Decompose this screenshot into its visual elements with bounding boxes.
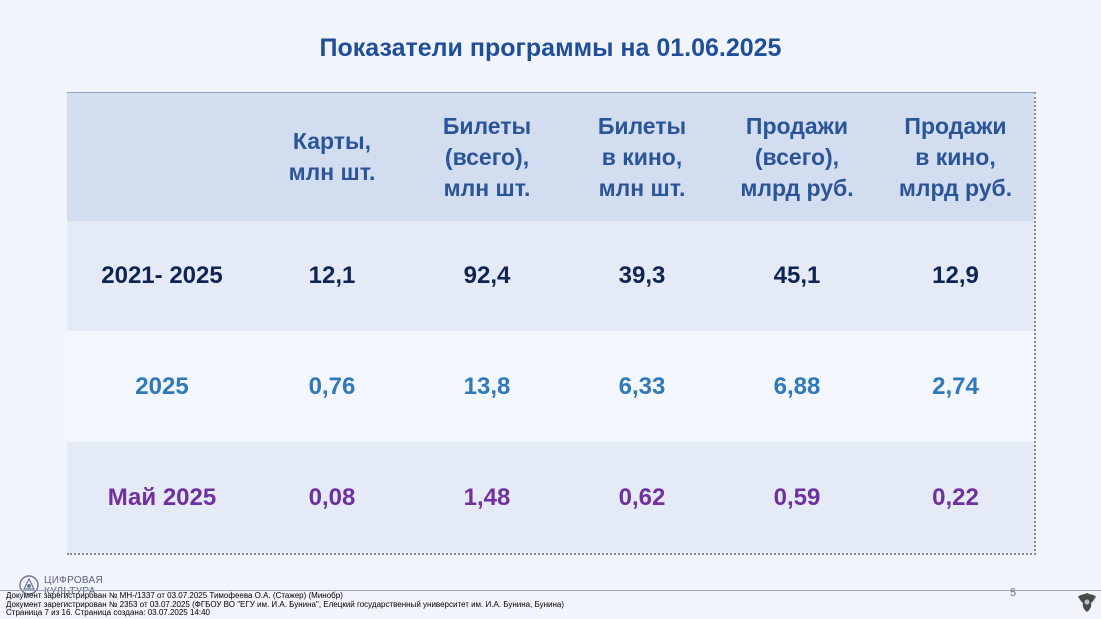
coat-of-arms-icon <box>1078 593 1096 612</box>
header-cell-cards: Карты, млн шт. <box>288 128 376 185</box>
header-cell-empty <box>67 93 257 221</box>
table-cell: 92,4 <box>463 262 511 289</box>
table-row: 2025 0,76 13,8 6,33 6,88 2,74 <box>67 331 1034 442</box>
table-cell: 0,62 <box>618 483 666 511</box>
table-cell: 0,59 <box>773 483 821 511</box>
logo-text-line1: ЦИФРОВАЯ <box>44 575 104 586</box>
digital-culture-logo-text: ЦИФРОВАЯ КУЛЬТУРА <box>44 575 103 597</box>
logo-text-line2: КУЛЬТУРА <box>44 586 96 597</box>
stamp-line: Документ зарегистрирован № МН-/1337 от 0… <box>6 591 343 600</box>
row-label: 2021- 2025 <box>101 262 223 289</box>
header-cell-tickets-total: Билеты (всего), млн шт. <box>442 112 532 201</box>
table-cell: 1,48 <box>463 483 511 511</box>
footer-divider <box>0 590 1101 591</box>
table-cell: 2,74 <box>932 372 979 400</box>
table-cell: 6,88 <box>773 372 821 400</box>
slide-title: Показатели программы на 01.06.2025 <box>319 34 782 62</box>
table-cell: 0,76 <box>308 372 356 400</box>
row-label: Май 2025 <box>107 483 217 511</box>
stamp-line: Страница 7 из 16. Страница создана: 03.0… <box>6 608 210 617</box>
table-row: 2021- 2025 12,1 92,4 39,3 45,1 12,9 <box>67 221 1034 331</box>
digital-culture-logo-icon <box>19 575 39 595</box>
table-cell: 39,3 <box>618 262 666 289</box>
header-cell-tickets-cinema: Билеты в кино, млн шт. <box>597 112 687 201</box>
header-cell-sales-cinema: Продажи в кино, млрд руб. <box>898 112 1013 201</box>
header-cell-sales-total: Продажи (всего), млрд руб. <box>740 112 854 201</box>
row-label: 2025 <box>135 372 189 400</box>
table-header-row: Карты, млн шт. Билеты (всего), млн шт. Б… <box>67 93 1034 221</box>
table-cell: 12,9 <box>932 262 979 289</box>
table-cell: 45,1 <box>773 262 821 289</box>
table-cell: 13,8 <box>463 372 511 400</box>
indicators-table: Карты, млн шт. Билеты (всего), млн шт. Б… <box>67 92 1036 555</box>
table-cell: 12,1 <box>308 262 356 289</box>
table-cell: 6,33 <box>618 372 666 400</box>
page-number: 5 <box>1010 587 1017 599</box>
table-cell: 0,22 <box>932 483 979 511</box>
table-cell: 0,08 <box>308 483 356 511</box>
stamp-line: Документ зарегистрирован № 2353 от 03.07… <box>6 599 565 609</box>
registration-stamp: Документ зарегистрирован № МН-/1337 от 0… <box>6 591 565 618</box>
table-row: Май 2025 0,08 1,48 0,62 0,59 0,22 <box>67 442 1034 553</box>
